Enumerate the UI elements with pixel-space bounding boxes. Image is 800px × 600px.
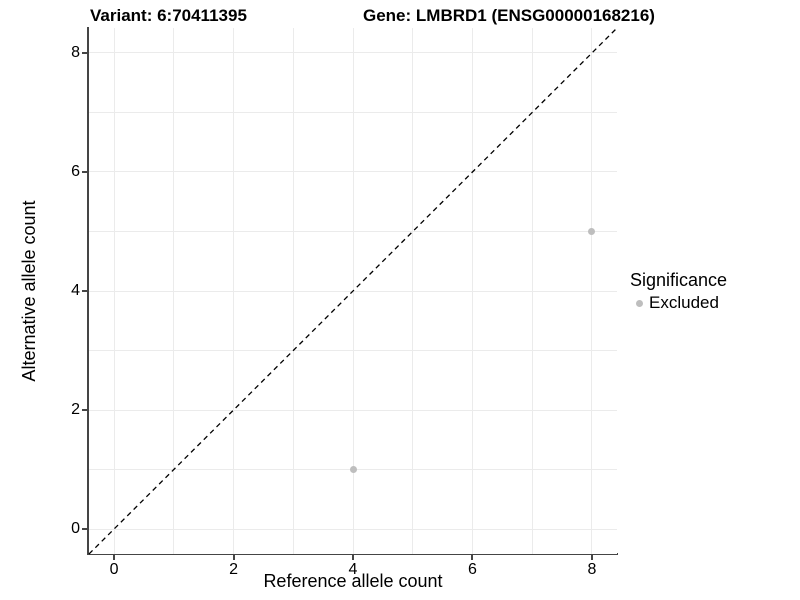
- legend-title: Significance: [630, 270, 728, 290]
- y-axis-tick: [82, 290, 87, 292]
- variant-title: Variant: 6:70411395: [90, 6, 247, 25]
- y-tick-label: 2: [71, 401, 80, 418]
- x-axis-tick: [113, 555, 116, 560]
- y-axis-tick: [82, 409, 87, 411]
- x-axis-tick: [352, 555, 354, 560]
- data-point: [588, 227, 596, 235]
- y-axis-tick: [82, 528, 87, 530]
- legend-item-label: Excluded: [649, 293, 719, 312]
- x-tick-label: 2: [229, 561, 238, 578]
- y-axis-tick: [82, 170, 87, 173]
- x-tick-label: 8: [587, 561, 597, 578]
- y-axis-tick: [82, 51, 87, 54]
- gridline-horizontal: [89, 528, 617, 530]
- legend: Significance Excluded: [630, 270, 795, 313]
- gene-title: Gene: LMBRD1 (ENSG00000168216): [363, 6, 655, 25]
- y-tick-label: 4: [71, 282, 80, 299]
- y-tick-label: 0: [71, 520, 80, 537]
- gridline-horizontal: [89, 230, 617, 232]
- y-axis-title: Alternative allele count: [19, 200, 39, 382]
- gridline-horizontal: [89, 52, 617, 54]
- y-tick-label: 8: [71, 43, 80, 61]
- x-axis-title: Reference allele count: [263, 571, 443, 591]
- x-tick-label: 6: [468, 561, 477, 578]
- x-tick-label: 4: [348, 561, 358, 578]
- x-tick-label: 0: [109, 561, 119, 578]
- gridline-horizontal: [89, 111, 617, 113]
- x-axis-tick: [590, 555, 593, 560]
- gridline-horizontal: [89, 171, 617, 173]
- gridline-horizontal: [89, 409, 617, 411]
- legend-item-excluded: Excluded: [630, 293, 795, 313]
- x-axis-line: [87, 553, 618, 555]
- legend-dot-icon: [636, 299, 643, 307]
- y-axis-line: [87, 27, 89, 555]
- x-axis-tick: [471, 555, 474, 560]
- gridline-horizontal: [89, 350, 617, 351]
- identity-reference-line: [88, 27, 618, 555]
- data-point: [349, 466, 357, 473]
- y-tick-label: 6: [71, 162, 80, 180]
- x-axis-tick: [232, 555, 235, 560]
- plot-panel: [88, 27, 618, 555]
